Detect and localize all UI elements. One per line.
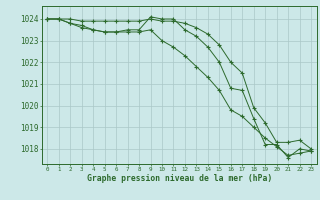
X-axis label: Graphe pression niveau de la mer (hPa): Graphe pression niveau de la mer (hPa) (87, 174, 272, 183)
